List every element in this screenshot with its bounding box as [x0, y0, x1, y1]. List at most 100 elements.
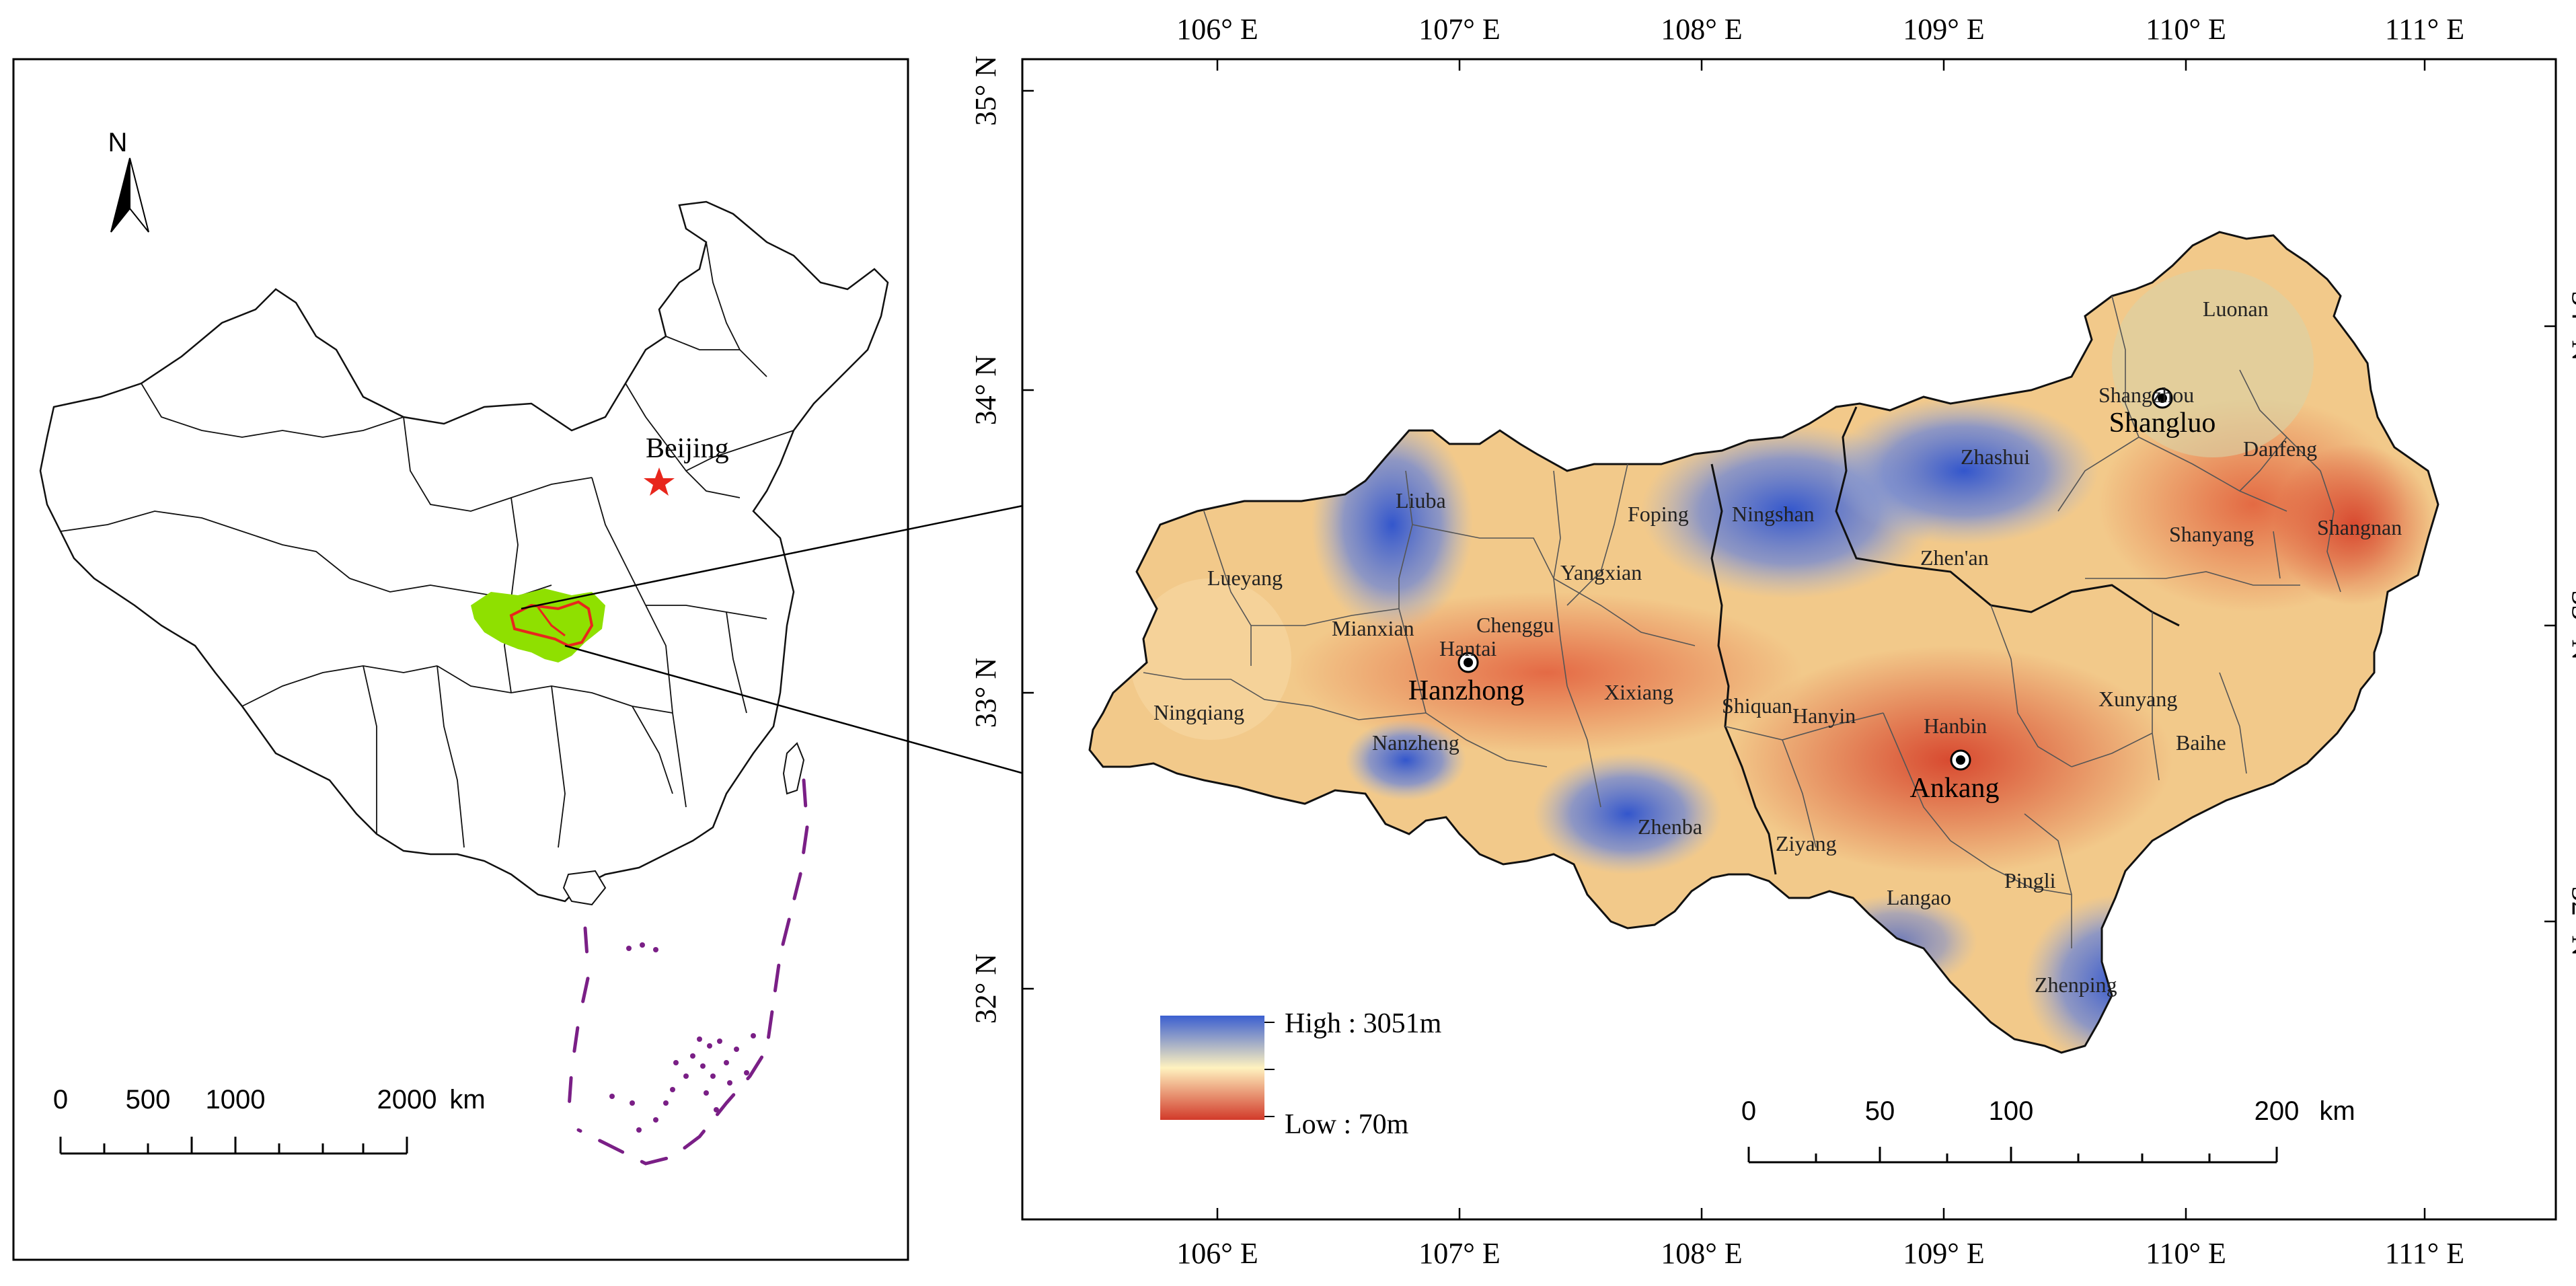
bottom-tick-109: 109° E: [1903, 1237, 1984, 1270]
overview-scale-label-500: 500: [126, 1085, 171, 1114]
elevation-legend-ramp: [1160, 1016, 1264, 1120]
county-label-xixiang: Xixiang: [1604, 680, 1673, 704]
top-longitude-labels: 106° E 107° E 108° E 109° E 110° E 111° …: [1176, 13, 2464, 46]
detail-scale-unit: km: [2319, 1096, 2355, 1126]
nine-dash-line-west: [566, 926, 591, 1119]
island-dot: [714, 1107, 719, 1112]
island-dot: [609, 1094, 615, 1099]
county-label-pingli: Pingli: [2004, 868, 2056, 893]
beijing-label: Beijing: [646, 433, 729, 464]
island-dots: [609, 942, 756, 1133]
study-area-outline: [509, 600, 594, 648]
island-dot: [751, 1033, 756, 1038]
county-label-xunyang: Xunyang: [2098, 687, 2177, 711]
island-dot: [744, 1070, 749, 1075]
overview-map: Beijing N 0 500 1000 2000 km: [12, 58, 909, 1261]
left-tick-35: 35° N: [969, 56, 1002, 126]
overview-scale-unit: km: [449, 1085, 485, 1114]
county-label-luonan: Luonan: [2203, 297, 2269, 321]
island-dot: [717, 1038, 722, 1044]
island-dot: [710, 1073, 716, 1079]
right-tick-33: 33° N: [2566, 591, 2576, 660]
county-label-shiquan: Shiquan: [1722, 693, 1792, 718]
county-label-danfeng: Danfeng: [2243, 437, 2317, 461]
overview-scale-label-1000: 1000: [206, 1085, 266, 1114]
left-latitude-labels: 35° N 34° N 33° N 32° N: [969, 56, 1002, 1024]
island-dot: [670, 1087, 675, 1092]
top-tick-107: 107° E: [1418, 13, 1500, 46]
county-label-zhashui: Zhashui: [1961, 445, 2030, 469]
county-label-ziyang: Ziyang: [1776, 831, 1837, 856]
bottom-tick-107: 107° E: [1418, 1237, 1500, 1270]
island-dot: [636, 1127, 642, 1133]
study-region-outline: [1088, 231, 2439, 1054]
china-outline: [39, 200, 889, 903]
county-label-hanbin: Hanbin: [1924, 714, 1987, 738]
island-dot: [626, 946, 632, 951]
elevation-legend: High : 3051m Low : 70m: [1160, 1008, 1442, 1140]
north-arrow-label: N: [108, 128, 128, 157]
island-dot: [724, 1060, 729, 1065]
island-dot: [697, 1036, 702, 1042]
county-label-hantai: Hantai: [1439, 636, 1497, 660]
top-tick-106: 106° E: [1176, 13, 1258, 46]
county-label-langao: Langao: [1887, 885, 1951, 909]
south-china-sea-islands: [566, 778, 809, 1166]
detail-scale-label-0: 0: [1741, 1096, 1756, 1126]
island-dot: [630, 1100, 635, 1106]
island-dot: [653, 947, 658, 952]
island-dot: [673, 1060, 679, 1065]
legend-high-label: High : 3051m: [1285, 1008, 1442, 1039]
city-label-shangluo: Shangluo: [2109, 408, 2216, 439]
shangluo-marker: [2152, 387, 2173, 409]
county-label-liuba: Liuba: [1396, 488, 1446, 513]
county-labels: Liuba Foping Ningshan Zhashui Luonan Sha…: [1153, 297, 2402, 997]
county-boundaries: [1143, 295, 2341, 948]
county-label-yangxian: Yangxian: [1560, 560, 1642, 584]
bottom-tick-111: 111° E: [2385, 1237, 2464, 1270]
overview-scale-label-0: 0: [53, 1085, 68, 1114]
island-dot: [734, 1047, 739, 1052]
right-tick-34: 34° N: [2566, 291, 2576, 361]
ankang-marker: [1950, 749, 1971, 771]
left-tick-32: 32° N: [969, 954, 1002, 1024]
study-area-inner-border: [537, 607, 566, 637]
legend-low-label: Low : 70m: [1285, 1109, 1409, 1140]
left-tick-34: 34° N: [969, 355, 1002, 425]
county-label-ningshan: Ningshan: [1732, 502, 1815, 526]
hainan-island: [562, 870, 607, 906]
bottom-longitude-labels: 106° E 107° E 108° E 109° E 110° E 111° …: [1176, 1237, 2464, 1270]
county-label-shangzhou: Shangzhou: [2098, 383, 2194, 407]
island-dot: [640, 942, 645, 948]
island-dot: [663, 1100, 669, 1106]
county-label-chenggu: Chenggu: [1476, 613, 1554, 637]
county-label-lueyang: Lueyang: [1207, 566, 1283, 590]
detail-scale-bar: 0 50 100 200 km: [1741, 1096, 2355, 1164]
nine-dash-line: [576, 778, 809, 1166]
island-dot: [653, 1117, 658, 1123]
county-label-mianxian: Mianxian: [1332, 616, 1414, 640]
island-dot: [727, 1080, 732, 1086]
county-label-shanyang: Shanyang: [2169, 522, 2254, 546]
county-label-ningqiang: Ningqiang: [1153, 700, 1244, 724]
hanzhong-marker: [1457, 652, 1479, 673]
detail-scale-label-200: 200: [2255, 1096, 2300, 1126]
city-label-ankang: Ankang: [1910, 773, 2000, 804]
city-label-hanzhong: Hanzhong: [1408, 675, 1525, 706]
top-tick-109: 109° E: [1903, 13, 1984, 46]
detail-scale-label-50: 50: [1865, 1096, 1895, 1126]
right-tick-32: 32° N: [2566, 886, 2576, 956]
prefecture-boundaries: [1710, 406, 2180, 875]
bottom-tick-106: 106° E: [1176, 1237, 1258, 1270]
top-tick-110: 110° E: [2146, 13, 2226, 46]
island-dot: [690, 1053, 695, 1059]
overview-scale-label-2000: 2000: [377, 1085, 437, 1114]
county-label-zhenan: Zhen'an: [1920, 545, 1989, 570]
county-label-zhenping: Zhenping: [2035, 973, 2117, 997]
detail-map: Hanzhong Ankang Shangluo Liuba Foping Ni…: [969, 13, 2576, 1270]
bottom-tick-108: 108° E: [1661, 1237, 1742, 1270]
county-label-foping: Foping: [1628, 502, 1689, 526]
detail-scale-label-100: 100: [1989, 1096, 2034, 1126]
county-label-baihe: Baihe: [2176, 730, 2226, 755]
